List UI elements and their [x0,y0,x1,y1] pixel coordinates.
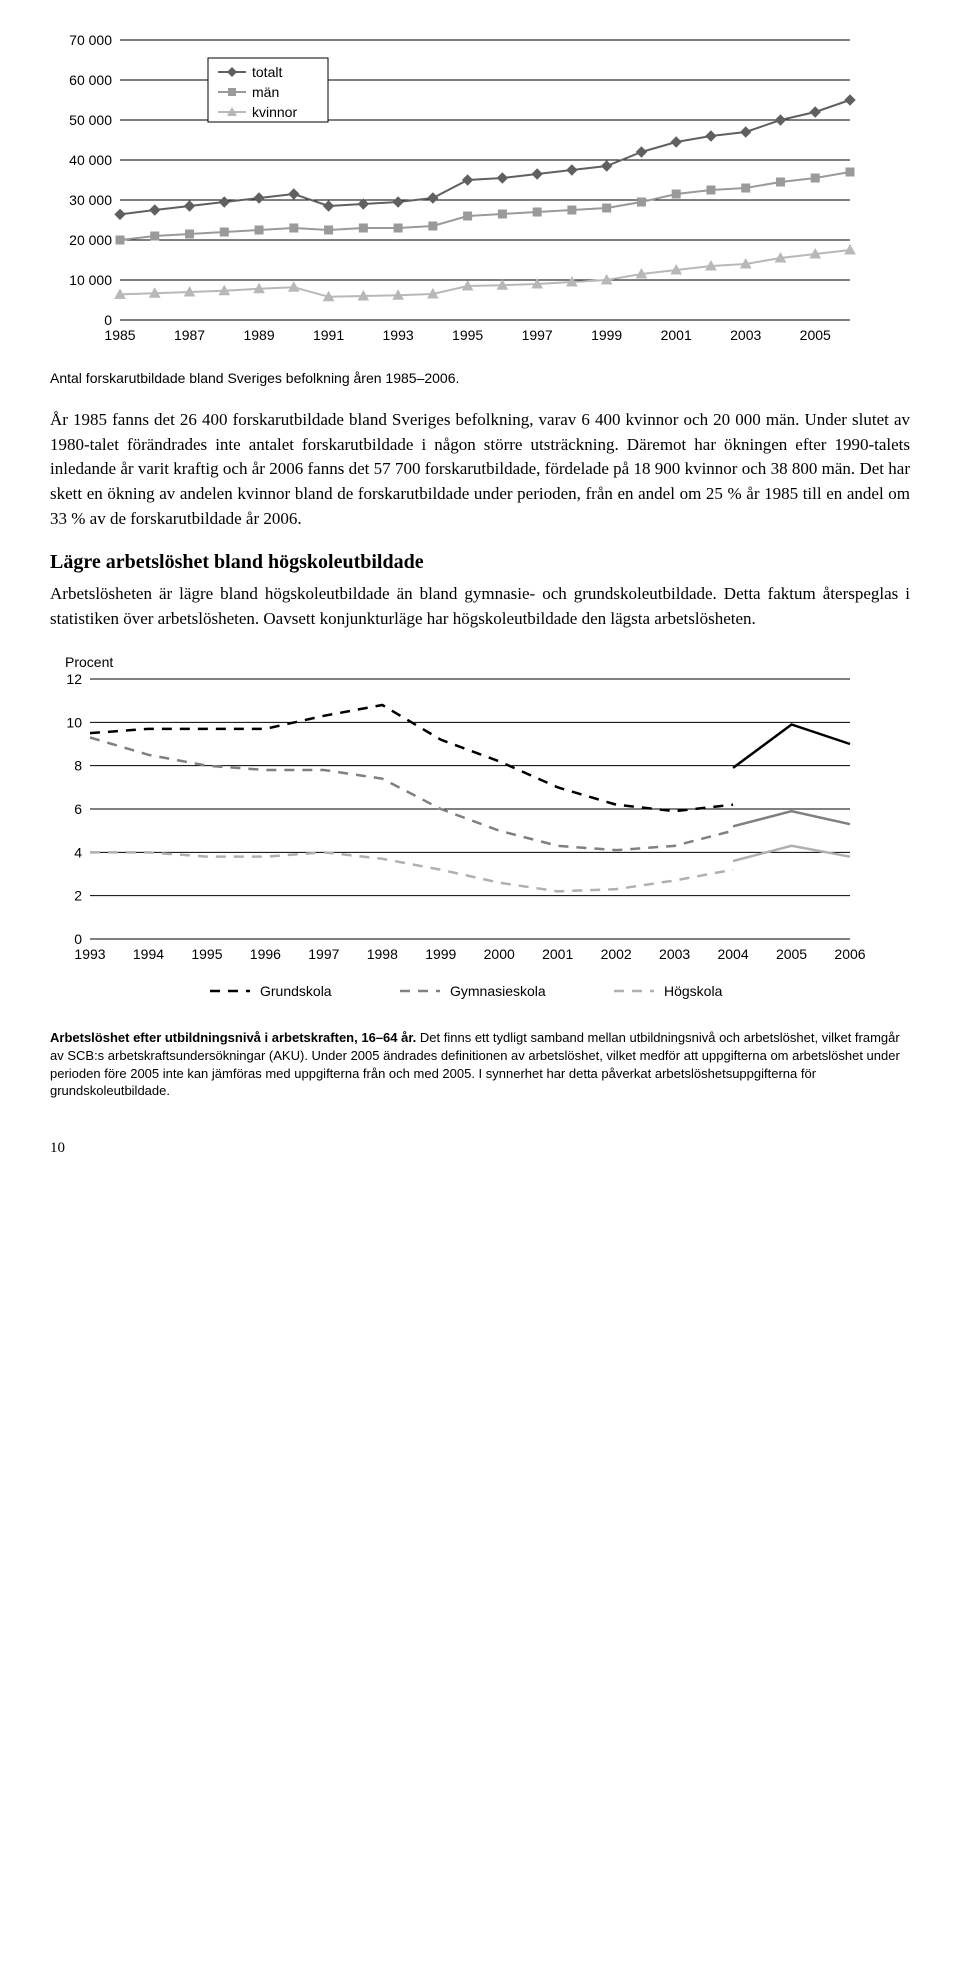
svg-text:1987: 1987 [174,327,205,343]
svg-text:totalt: totalt [252,64,282,80]
svg-text:50 000: 50 000 [69,112,112,128]
svg-text:1999: 1999 [425,946,456,962]
chart1-caption: Antal forskarutbildade bland Sveriges be… [50,370,910,386]
paragraph-1: År 1985 fanns det 26 400 forskarutbildad… [50,408,910,531]
svg-text:0: 0 [74,931,82,947]
svg-text:2003: 2003 [659,946,690,962]
svg-text:2006: 2006 [834,946,865,962]
svg-text:1991: 1991 [313,327,344,343]
svg-text:2001: 2001 [661,327,692,343]
svg-text:60 000: 60 000 [69,72,112,88]
svg-text:10: 10 [66,715,82,731]
svg-text:12: 12 [66,671,82,687]
chart2-container: Procent 0 2 4 6 8 10 12 1993 1994 1995 1996 1997 1998… [50,649,910,1019]
svg-text:6: 6 [74,801,82,817]
chart2-svg: Procent 0 2 4 6 8 10 12 1993 1994 1995 1996 1997 1998… [50,649,870,1019]
svg-text:Högskola: Högskola [664,983,723,999]
svg-text:1995: 1995 [452,327,483,343]
chart2-footnote: Arbetslöshet efter utbildningsnivå i arb… [50,1029,910,1099]
svg-text:2001: 2001 [542,946,573,962]
svg-text:4: 4 [74,845,82,861]
svg-text:2004: 2004 [717,946,748,962]
svg-text:30 000: 30 000 [69,192,112,208]
svg-text:1994: 1994 [133,946,164,962]
svg-text:1997: 1997 [522,327,553,343]
svg-text:2005: 2005 [800,327,831,343]
svg-text:1993: 1993 [383,327,414,343]
svg-text:1997: 1997 [308,946,339,962]
svg-text:1996: 1996 [250,946,281,962]
svg-text:män: män [252,84,279,100]
svg-text:Gymnasieskola: Gymnasieskola [450,983,546,999]
svg-text:70 000: 70 000 [69,32,112,48]
svg-text:2: 2 [74,888,82,904]
svg-text:Grundskola: Grundskola [260,983,332,999]
heading-unemployment: Lägre arbetslöshet bland högskoleutbilda… [50,551,910,574]
svg-text:Procent: Procent [65,654,113,670]
svg-text:1993: 1993 [74,946,105,962]
page-number: 10 [50,1140,910,1157]
svg-text:2002: 2002 [601,946,632,962]
chart1-container: 0 10 000 20 000 30 000 40 000 50 000 60 000 70 … [50,30,910,360]
svg-text:kvinnor: kvinnor [252,104,297,120]
svg-text:0: 0 [104,312,112,328]
svg-text:2000: 2000 [484,946,515,962]
svg-text:20 000: 20 000 [69,232,112,248]
paragraph-2: Arbetslösheten är lägre bland högskoleut… [50,582,910,631]
svg-text:2003: 2003 [730,327,761,343]
svg-text:1995: 1995 [191,946,222,962]
chart1-svg: 0 10 000 20 000 30 000 40 000 50 000 60 000 70 … [50,30,870,360]
svg-text:1985: 1985 [104,327,135,343]
svg-text:1989: 1989 [243,327,274,343]
svg-text:10 000: 10 000 [69,272,112,288]
svg-text:1998: 1998 [367,946,398,962]
footnote-bold: Arbetslöshet efter utbildningsnivå i arb… [50,1030,416,1045]
svg-text:8: 8 [74,758,82,774]
svg-text:1999: 1999 [591,327,622,343]
svg-text:40 000: 40 000 [69,152,112,168]
svg-text:2005: 2005 [776,946,807,962]
